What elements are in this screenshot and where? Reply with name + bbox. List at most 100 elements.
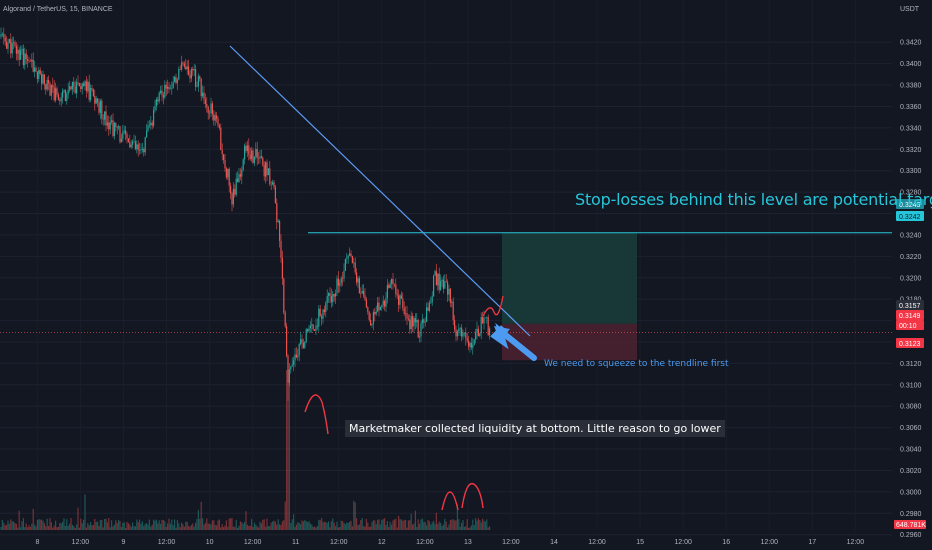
volume-bar	[360, 520, 362, 530]
candle-body	[459, 327, 461, 329]
volume-bar	[90, 522, 92, 530]
volume-bar	[189, 526, 191, 530]
candle-body	[477, 328, 479, 337]
volume-bar	[70, 518, 72, 530]
candle-body	[42, 74, 44, 84]
volume-bar	[21, 521, 23, 530]
candle-body	[189, 74, 191, 79]
candle-body	[381, 305, 383, 308]
candle-body	[458, 328, 460, 332]
volume-bar	[417, 519, 419, 530]
price-tag-level-a: 0.3243	[896, 199, 924, 209]
volume-bar	[206, 518, 208, 530]
candle-body	[364, 295, 366, 300]
volume-bar	[356, 518, 358, 530]
candle-body	[456, 331, 458, 337]
volume-bar	[445, 521, 447, 530]
volume-bar	[476, 520, 478, 530]
candle-body	[322, 309, 324, 319]
volume-bar	[63, 518, 65, 530]
candle-body	[143, 148, 145, 153]
volume-bar	[245, 511, 247, 530]
price-tag-level-a-bg	[896, 199, 924, 209]
y-tick-label: 0.3380	[900, 83, 922, 90]
volume-bar	[115, 520, 117, 530]
volume-bar	[431, 522, 433, 530]
candle-body	[182, 62, 184, 64]
candle-body	[78, 82, 80, 87]
volume-bar	[347, 522, 349, 530]
volume-bar	[60, 523, 62, 530]
volume-bar	[196, 518, 198, 530]
candle-body	[367, 307, 369, 312]
candle-body	[354, 262, 356, 273]
candle-body	[70, 86, 72, 90]
candle-body	[186, 66, 188, 70]
candle-body	[11, 43, 13, 54]
candle-body	[319, 308, 321, 317]
candle-body	[342, 278, 344, 279]
candle-body	[266, 162, 268, 176]
price-tag-level-a-label: 0.3243	[899, 202, 921, 209]
volume-bar	[158, 520, 160, 530]
candle-body	[84, 81, 86, 86]
candle-body	[406, 313, 408, 319]
candle-body	[426, 307, 428, 323]
volume-bar	[433, 520, 435, 530]
candle-body	[203, 92, 205, 100]
y-tick-label: 0.2980	[900, 511, 922, 518]
candle-body	[183, 63, 185, 67]
volume-bar	[45, 526, 47, 530]
candle-body	[356, 272, 358, 283]
squeeze-squiggle	[482, 295, 504, 317]
candle-body	[221, 149, 223, 155]
candle-body	[32, 59, 34, 72]
candle-body	[307, 329, 309, 332]
candle-body	[97, 98, 99, 103]
volume-tag: 648.781K	[894, 520, 926, 529]
candle-body	[349, 253, 351, 256]
y-tick-label: 0.3060	[900, 425, 922, 432]
volume-bar	[231, 518, 233, 530]
volume-bar	[129, 524, 131, 530]
candle-body	[291, 364, 293, 367]
x-axis: 8 12:00 9 12:00 10 12:00 11 12:00 12 12:00 13 12:00…	[35, 0, 864, 546]
candle-body	[428, 303, 430, 311]
candle-body	[284, 312, 286, 327]
volume-bar	[204, 522, 206, 530]
volume-bar	[371, 522, 373, 530]
volume-bar	[335, 526, 337, 530]
volume-bar	[84, 494, 86, 530]
volume-bar	[444, 518, 446, 530]
volume-bar	[246, 524, 248, 530]
volume-bar	[462, 519, 464, 530]
candle-body	[157, 99, 159, 102]
volume-bar	[410, 513, 412, 530]
volume-bar	[290, 522, 292, 530]
volume-bar	[308, 521, 310, 530]
candle-body	[374, 311, 376, 315]
volume-bar	[126, 521, 128, 530]
candle-body	[45, 84, 47, 90]
candle-body	[139, 150, 141, 151]
candle-body	[314, 329, 316, 331]
volume-bar	[211, 520, 213, 530]
volume-bar	[475, 518, 477, 530]
candle-body	[210, 103, 212, 113]
volume-bar	[437, 524, 439, 530]
volume-bar	[144, 523, 146, 530]
candle-body	[0, 34, 2, 37]
volume-bar	[42, 520, 44, 530]
candle-body	[167, 86, 169, 89]
candle-body	[162, 95, 164, 98]
volume-bar	[297, 522, 299, 530]
volume-bar	[62, 521, 64, 530]
volume-bar	[448, 524, 450, 530]
liquidity-annotation: Marketmaker collected liquidity at botto…	[345, 420, 725, 437]
candle-body	[465, 332, 467, 339]
volume-bar	[456, 504, 458, 530]
candle-body	[297, 355, 299, 358]
x-tick-label: 12:00	[72, 539, 90, 546]
